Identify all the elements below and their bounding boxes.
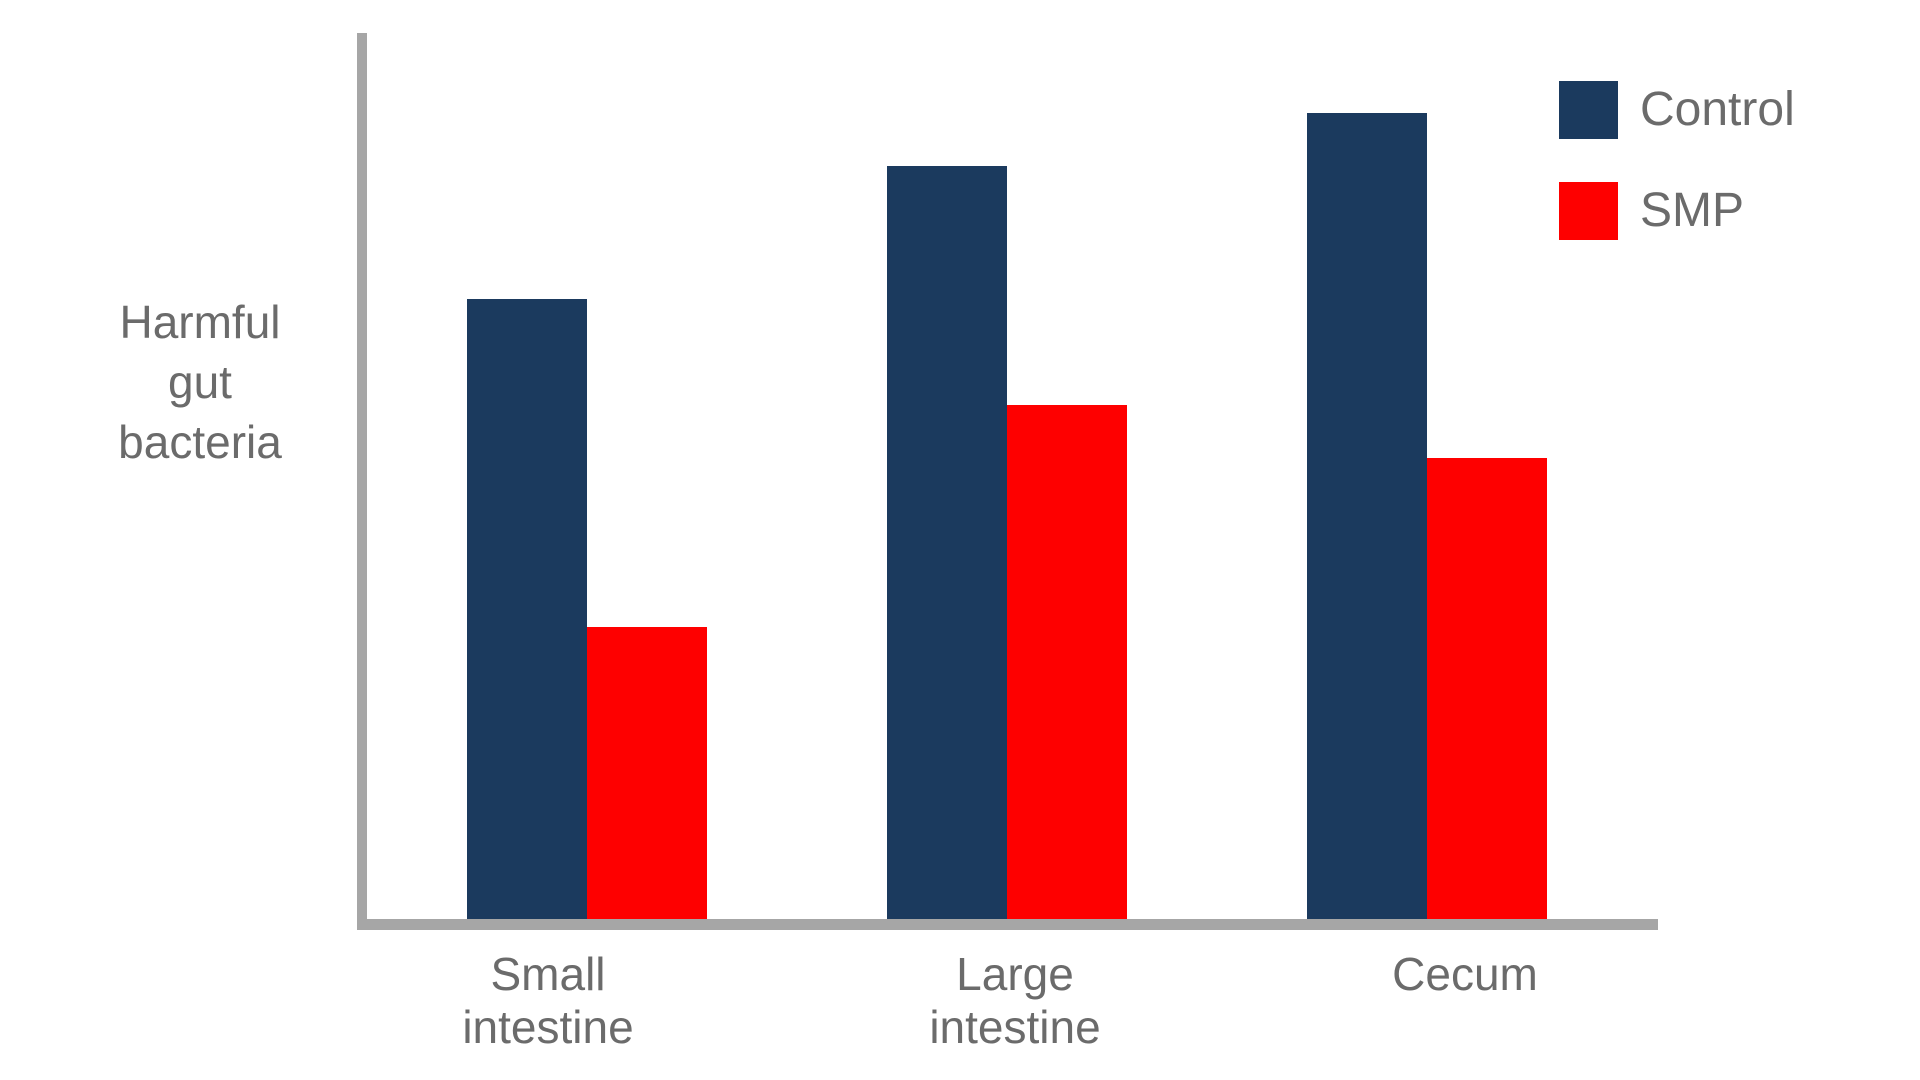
x-axis-line: [357, 919, 1658, 930]
legend-item-control: Control: [1559, 81, 1795, 139]
category-label-small-intestine: Small intestine: [462, 948, 634, 1053]
legend-label-control: Control: [1640, 83, 1795, 136]
bar-control-small-intestine: [467, 299, 587, 919]
category-label-large-intestine: Large intestine: [929, 948, 1101, 1053]
bar-smp-small-intestine: [587, 627, 707, 919]
legend-swatch-smp: [1559, 182, 1618, 240]
legend-swatch-control: [1559, 81, 1618, 139]
bar-smp-large-intestine: [1007, 405, 1127, 919]
legend: Control SMP: [1559, 81, 1795, 283]
y-axis-label: Harmful gut bacteria: [118, 296, 282, 468]
bar-control-cecum: [1307, 113, 1427, 919]
legend-item-smp: SMP: [1559, 182, 1795, 240]
legend-label-smp: SMP: [1640, 184, 1745, 237]
y-axis-line: [357, 33, 367, 930]
bar-control-large-intestine: [887, 166, 1007, 919]
category-label-cecum: Cecum: [1392, 948, 1538, 1000]
bar-smp-cecum: [1427, 458, 1547, 919]
